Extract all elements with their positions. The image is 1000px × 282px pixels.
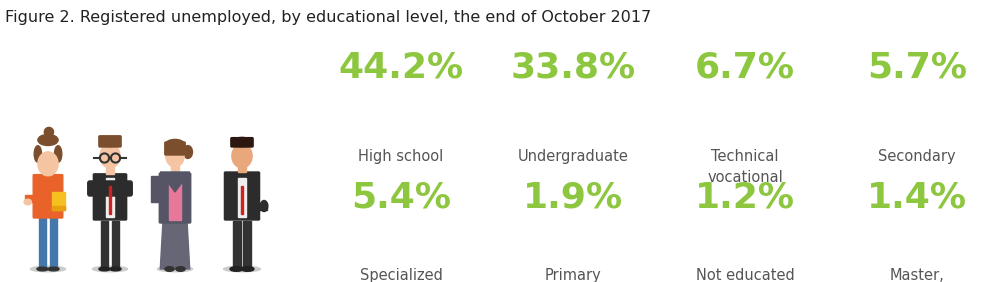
Text: 5.7%: 5.7% xyxy=(867,51,967,85)
Polygon shape xyxy=(175,172,190,192)
Bar xyxy=(112,221,119,269)
Ellipse shape xyxy=(260,201,268,212)
Text: 44.2%: 44.2% xyxy=(338,51,464,85)
Bar xyxy=(256,203,267,210)
Bar xyxy=(52,191,65,210)
Text: 6.7%: 6.7% xyxy=(695,51,795,85)
Text: Secondary: Secondary xyxy=(878,149,956,164)
FancyBboxPatch shape xyxy=(165,142,185,155)
Bar xyxy=(171,166,179,172)
Text: Figure 2. Registered unemployed, by educational level, the end of October 2017: Figure 2. Registered unemployed, by educ… xyxy=(5,10,651,25)
Polygon shape xyxy=(160,172,175,192)
Ellipse shape xyxy=(48,267,59,271)
Ellipse shape xyxy=(183,146,192,158)
Bar xyxy=(101,221,108,269)
Ellipse shape xyxy=(232,137,252,147)
FancyBboxPatch shape xyxy=(224,172,260,220)
Bar xyxy=(233,221,241,269)
Ellipse shape xyxy=(232,144,252,168)
FancyBboxPatch shape xyxy=(231,138,253,147)
Ellipse shape xyxy=(230,267,243,271)
Ellipse shape xyxy=(44,127,54,136)
Text: Master,
Doctor: Master, Doctor xyxy=(890,268,944,282)
Ellipse shape xyxy=(24,199,31,205)
Ellipse shape xyxy=(100,137,120,147)
Bar xyxy=(109,186,111,214)
FancyBboxPatch shape xyxy=(93,174,127,220)
Text: 5.4%: 5.4% xyxy=(351,180,451,214)
Bar xyxy=(25,195,36,202)
FancyBboxPatch shape xyxy=(99,136,121,147)
Text: Primary: Primary xyxy=(545,268,601,282)
Text: Specialized
secondary: Specialized secondary xyxy=(360,268,442,282)
Bar xyxy=(106,167,114,174)
Ellipse shape xyxy=(93,266,127,272)
Ellipse shape xyxy=(158,266,192,272)
Ellipse shape xyxy=(54,146,62,162)
Bar xyxy=(39,218,46,269)
Bar xyxy=(169,179,181,220)
Bar xyxy=(44,167,52,174)
Ellipse shape xyxy=(99,267,110,271)
Bar xyxy=(241,186,243,214)
Ellipse shape xyxy=(165,267,174,271)
Ellipse shape xyxy=(166,145,184,167)
Bar xyxy=(50,218,57,269)
Text: 33.8%: 33.8% xyxy=(510,51,636,85)
Bar xyxy=(151,176,162,202)
Text: 1.4%: 1.4% xyxy=(867,180,967,214)
Ellipse shape xyxy=(224,266,260,272)
Text: Technical
vocational: Technical vocational xyxy=(707,149,783,186)
Ellipse shape xyxy=(37,267,48,271)
FancyBboxPatch shape xyxy=(88,181,132,196)
Bar xyxy=(243,221,251,269)
Ellipse shape xyxy=(166,139,184,149)
Text: High school: High school xyxy=(358,149,444,164)
Text: 1.9%: 1.9% xyxy=(523,180,623,214)
Bar xyxy=(106,178,114,217)
Ellipse shape xyxy=(34,146,42,162)
Ellipse shape xyxy=(38,135,58,146)
Ellipse shape xyxy=(241,267,254,271)
Bar xyxy=(52,206,65,210)
Ellipse shape xyxy=(38,152,58,176)
Bar xyxy=(238,178,246,217)
Bar xyxy=(238,166,246,172)
FancyBboxPatch shape xyxy=(159,173,191,223)
Text: Undergraduate: Undergraduate xyxy=(518,149,628,164)
FancyBboxPatch shape xyxy=(33,175,63,218)
Polygon shape xyxy=(160,220,190,269)
Ellipse shape xyxy=(176,267,185,271)
Ellipse shape xyxy=(31,266,65,272)
Text: 1.2%: 1.2% xyxy=(695,180,795,214)
Ellipse shape xyxy=(100,144,120,168)
Ellipse shape xyxy=(110,267,121,271)
Text: Not educated: Not educated xyxy=(696,268,794,282)
